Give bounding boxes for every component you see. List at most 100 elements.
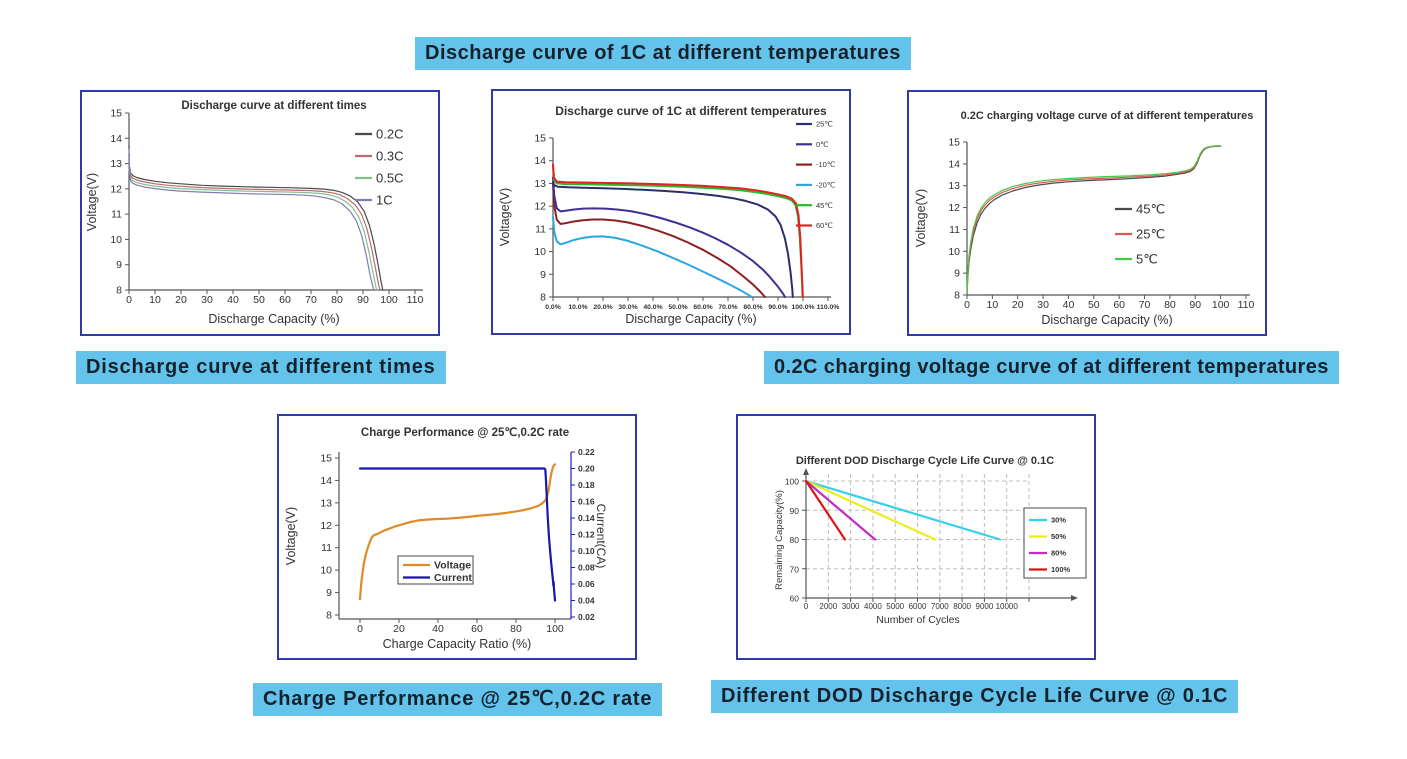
svg-text:40.0%: 40.0% [643,304,662,311]
chartbox-charge-performance: 0 20 40 60 80 100 8 9 10 11 12 13 14 15 0.02 0.04 0.06 0.… [277,414,637,660]
svg-text:0.14: 0.14 [578,513,595,523]
svg-text:50: 50 [253,294,265,306]
svg-text:7000: 7000 [931,602,949,611]
chart-canvas-charging-voltage: 0 10 20 30 40 50 60 70 80 90 100 110 8 9 10 11 12 13 14 15 0… [914,110,1255,327]
svg-text:80.0%: 80.0% [743,304,762,311]
svg-text:10: 10 [149,294,161,306]
svg-text:0.22: 0.22 [578,447,595,457]
svg-text:100%: 100% [1051,565,1071,574]
svg-text:0.3C: 0.3C [376,148,403,163]
svg-text:Different DOD Discharge Cycle: Different DOD Discharge Cycle Life Curve… [796,455,1054,467]
svg-text:Discharge curve of 1C at diffe: Discharge curve of 1C at different tempe… [555,104,827,118]
svg-text:60: 60 [790,594,800,604]
svg-text:0.06: 0.06 [578,579,595,589]
svg-text:-20℃: -20℃ [816,180,836,189]
svg-text:0: 0 [804,602,809,611]
svg-text:13: 13 [110,158,122,170]
svg-text:12: 12 [320,520,332,532]
chartbox-charging-voltage: 0 10 20 30 40 50 60 70 80 90 100 110 8 9 10 11 12 13 14 15 0… [907,90,1267,336]
caption-charging-voltage: 0.2C charging voltage curve of at differ… [764,351,1339,384]
svg-text:0.16: 0.16 [578,497,595,507]
svg-text:Current(CA): Current(CA) [594,504,608,569]
svg-text:0: 0 [964,299,970,311]
svg-text:100: 100 [1212,299,1230,311]
svg-text:8000: 8000 [953,602,971,611]
svg-text:0℃: 0℃ [816,140,829,149]
svg-text:0.20: 0.20 [578,464,595,474]
svg-text:30%: 30% [1051,516,1066,525]
svg-text:Charge Performance @ 25℃,0.2C: Charge Performance @ 25℃,0.2C rate [361,426,569,439]
svg-text:0.04: 0.04 [578,596,595,606]
svg-text:10: 10 [987,299,999,311]
svg-text:0: 0 [357,623,363,635]
svg-text:100: 100 [546,623,564,635]
svg-text:10: 10 [948,246,960,258]
svg-text:8: 8 [954,290,960,302]
svg-text:110.0%: 110.0% [817,304,840,311]
chart-canvas-discharge-rate: 0 10 20 30 40 50 60 70 80 90 100 110 8 9 10 11 12 13 14 15 D… [85,100,424,326]
svg-text:20: 20 [1012,299,1024,311]
chartbox-dod-cycle-life: 0 2000 3000 4000 5000 6000 7000 8000 9000 10000 60… [736,414,1096,660]
svg-text:0.12: 0.12 [578,530,595,540]
svg-text:13: 13 [948,180,960,192]
svg-text:30: 30 [1037,299,1049,311]
svg-text:50: 50 [1088,299,1100,311]
svg-text:14: 14 [320,475,332,487]
svg-text:60.0%: 60.0% [693,304,712,311]
svg-text:14: 14 [948,158,960,170]
svg-text:3000: 3000 [842,602,860,611]
svg-text:Discharge Capacity (%): Discharge Capacity (%) [208,312,339,326]
svg-text:30.0%: 30.0% [618,304,637,311]
svg-text:2000: 2000 [819,602,837,611]
chart-canvas-dod-cycle-life: 0 2000 3000 4000 5000 6000 7000 8000 9000 10000 60… [774,455,1087,626]
svg-text:25℃: 25℃ [816,120,833,129]
svg-text:9: 9 [116,259,122,271]
svg-text:110: 110 [1238,299,1255,311]
svg-text:5000: 5000 [886,602,904,611]
svg-text:12: 12 [110,183,122,195]
svg-text:8: 8 [540,292,546,304]
svg-text:100: 100 [785,477,799,487]
svg-text:9: 9 [954,268,960,280]
svg-text:90: 90 [1189,299,1201,311]
svg-text:10000: 10000 [996,602,1019,611]
svg-text:45℃: 45℃ [816,201,833,210]
svg-text:6000: 6000 [909,602,927,611]
caption-discharge-rate: Discharge curve at different times [76,351,446,384]
svg-text:60: 60 [279,294,291,306]
svg-text:Charge Capacity Ratio (%): Charge Capacity Ratio (%) [383,637,532,651]
svg-text:Voltage(V): Voltage(V) [85,173,99,231]
svg-text:9: 9 [540,269,546,281]
svg-text:0.18: 0.18 [578,480,595,490]
svg-text:10: 10 [320,565,332,577]
svg-text:Voltage(V): Voltage(V) [284,507,298,565]
svg-text:70: 70 [305,294,317,306]
svg-text:14: 14 [110,133,122,145]
chart-canvas-charge-performance: 0 20 40 60 80 100 8 9 10 11 12 13 14 15 0.02 0.04 0.06 0.… [284,426,608,651]
svg-text:8: 8 [326,610,332,622]
svg-text:14: 14 [534,155,546,167]
svg-text:0.08: 0.08 [578,563,595,573]
svg-text:0.2C: 0.2C [376,126,403,141]
svg-text:8: 8 [116,285,122,297]
svg-text:20: 20 [393,623,405,635]
svg-text:Voltage(V): Voltage(V) [914,189,928,247]
svg-text:Discharge Capacity (%): Discharge Capacity (%) [1041,313,1172,327]
svg-text:0.5C: 0.5C [376,170,403,185]
svg-text:11: 11 [535,223,546,235]
svg-text:Voltage: Voltage [434,560,471,572]
svg-text:70: 70 [790,564,800,574]
svg-text:60: 60 [1113,299,1125,311]
svg-text:60: 60 [471,623,483,635]
svg-text:90.0%: 90.0% [768,304,787,311]
svg-text:100: 100 [380,294,398,306]
svg-text:13: 13 [534,178,546,190]
svg-text:0.10: 0.10 [578,546,595,556]
caption-top: Discharge curve of 1C at different tempe… [415,37,911,70]
svg-text:80: 80 [790,535,800,545]
svg-text:0: 0 [126,294,132,306]
svg-text:15: 15 [948,137,960,149]
svg-text:1C: 1C [376,192,393,207]
svg-text:12: 12 [534,201,546,213]
